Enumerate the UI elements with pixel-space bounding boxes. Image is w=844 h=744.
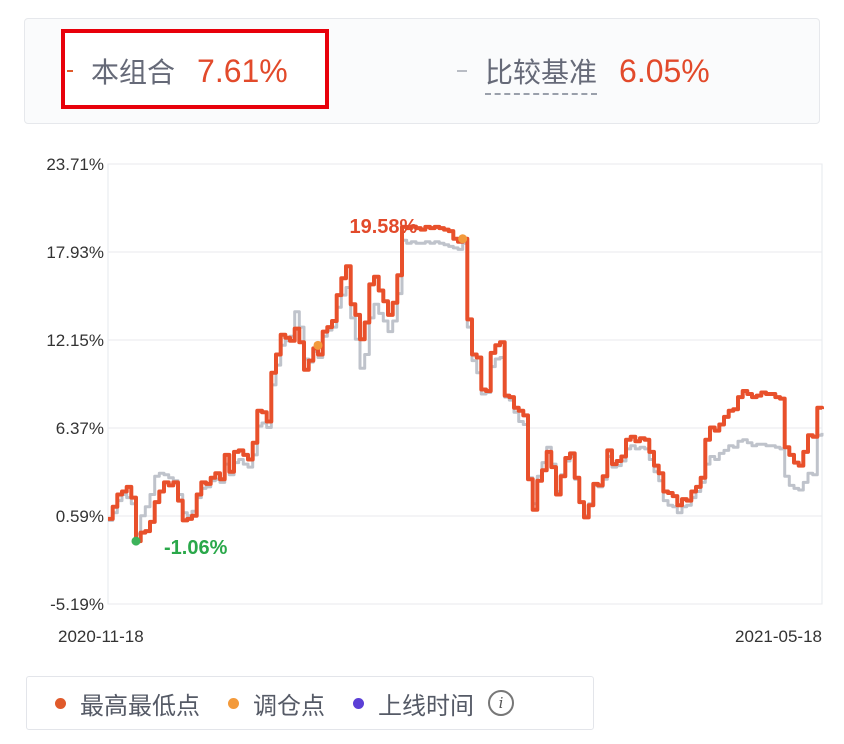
portfolio-line-icon [67, 70, 73, 72]
legend-item-launch[interactable]: 上线时间 i [353, 686, 514, 721]
extreme-point-dot-icon [55, 697, 66, 709]
legend: 最高最低点 调仓点 上线时间 i [26, 676, 594, 730]
y-tick-label: 17.93% [46, 243, 104, 262]
summary-card: 本组合 7.61% 比较基准 6.05% [24, 18, 820, 124]
legend-label-extreme-points: 最高最低点 [80, 692, 200, 720]
portfolio-label: 本组合 [91, 57, 176, 88]
rebalance-dot-icon [228, 697, 239, 709]
benchmark-label[interactable]: 比较基准 [485, 51, 598, 95]
min-point-label: -1.06% [164, 537, 228, 559]
info-icon[interactable]: i [488, 690, 514, 716]
portfolio-summary[interactable]: 本组合 7.61% [67, 51, 288, 91]
return-chart-svg[interactable]: 23.71% 17.93% 12.15% 6.37% 0.59% -5.19% -1.06… [0, 150, 844, 660]
legend-item-rebalance[interactable]: 调仓点 [228, 686, 325, 721]
rebalance-point[interactable] [313, 340, 323, 350]
legend-label-launch: 上线时间 [378, 692, 474, 720]
benchmark-summary[interactable]: 比较基准 6.05% [457, 51, 710, 95]
legend-label-rebalance: 调仓点 [253, 692, 325, 720]
y-tick-label: 12.15% [46, 331, 104, 350]
highlight-box [61, 29, 329, 109]
x-start-label: 2020-11-18 [58, 627, 144, 646]
x-end-label: 2021-05-18 [735, 627, 822, 646]
min-point[interactable] [131, 536, 141, 546]
portfolio-return: 7.61% [197, 53, 288, 89]
y-tick-label: -5.19% [50, 595, 104, 614]
legend-item-extreme-points[interactable]: 最高最低点 [55, 686, 200, 721]
return-chart[interactable]: 23.71% 17.93% 12.15% 6.37% 0.59% -5.19% -1.06… [0, 150, 844, 660]
benchmark-return: 6.05% [619, 53, 710, 89]
launch-dot-icon [353, 697, 364, 709]
y-tick-label: 6.37% [56, 419, 104, 438]
benchmark-line-icon [457, 70, 467, 72]
rebalance-point[interactable] [458, 234, 468, 244]
max-point-label: 19.58% [349, 216, 417, 238]
y-tick-label: 23.71% [46, 155, 104, 174]
y-tick-label: 0.59% [56, 507, 104, 526]
